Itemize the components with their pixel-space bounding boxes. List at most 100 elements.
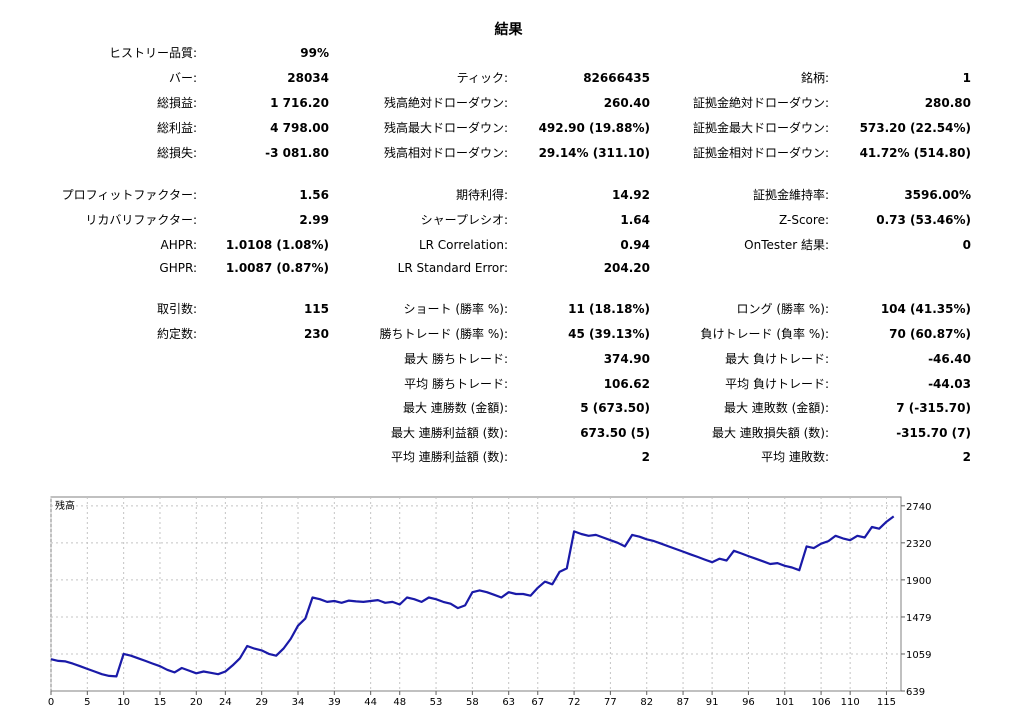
stat-value: 1.0108 (1.08%)	[225, 238, 329, 252]
stat-label: 期待利得:	[455, 188, 508, 202]
stat-label: バー:	[168, 71, 197, 85]
stat-value: 374.90	[603, 352, 650, 366]
stat-value: 14.92	[612, 188, 650, 202]
stat-value: 99%	[300, 46, 329, 60]
stat-label: ロング (勝率 %):	[736, 302, 829, 316]
x-tick-label: 96	[742, 697, 755, 708]
x-tick-label: 15	[154, 697, 167, 708]
x-tick-label: 115	[877, 697, 896, 708]
stat-value: 0	[962, 238, 971, 252]
y-tick-label: 1900	[906, 576, 931, 587]
stat-value: 104 (41.35%)	[880, 302, 971, 316]
stat-label: ショート (勝率 %):	[403, 302, 508, 316]
stat-label: GHPR:	[159, 261, 197, 275]
stat-value: 7 (-315.70)	[896, 401, 971, 415]
stat-label: 取引数:	[156, 302, 197, 316]
stat-label: 勝ちトレード (勝率 %):	[379, 327, 508, 341]
stat-value: 45 (39.13%)	[568, 327, 650, 341]
stat-label: 平均 負けトレード:	[725, 377, 829, 391]
stat-label: 証拠金相対ドローダウン:	[692, 146, 829, 160]
stat-value: 230	[303, 327, 329, 341]
x-tick-label: 110	[841, 697, 860, 708]
x-tick-label: 5	[84, 697, 90, 708]
stat-value: -315.70 (7)	[896, 426, 971, 440]
stat-label: 残高絶対ドローダウン:	[383, 96, 508, 110]
stat-value: 11 (18.18%)	[568, 302, 650, 316]
stat-value: -3 081.80	[265, 146, 329, 160]
stat-label: 最大 勝ちトレード:	[404, 352, 508, 366]
stat-value: 106.62	[603, 377, 650, 391]
stat-label: 総損益:	[156, 96, 197, 110]
stat-value: 41.72% (514.80)	[859, 146, 971, 160]
stat-value: 115	[303, 302, 329, 316]
stat-label: 証拠金維持率:	[752, 188, 829, 202]
stat-label: 平均 勝ちトレード:	[404, 377, 508, 391]
stat-label: 最大 連勝数 (金額):	[402, 401, 508, 415]
x-tick-label: 67	[531, 697, 544, 708]
x-tick-label: 72	[568, 697, 581, 708]
stat-label: 最大 連勝利益額 (数):	[390, 426, 508, 440]
stat-value: 5 (673.50)	[580, 401, 650, 415]
x-tick-label: 10	[117, 697, 130, 708]
stat-value: 29.14% (311.10)	[538, 146, 650, 160]
x-tick-label: 0	[48, 697, 54, 708]
y-tick-label: 639	[906, 687, 925, 698]
stat-value: -44.03	[928, 377, 971, 391]
stat-label: 総利益:	[156, 121, 197, 135]
x-tick-label: 24	[219, 697, 232, 708]
stat-label: Z-Score:	[779, 213, 829, 227]
stat-value: 280.80	[924, 96, 971, 110]
stat-label: 残高最大ドローダウン:	[383, 121, 508, 135]
x-tick-label: 87	[677, 697, 690, 708]
y-tick-label: 2740	[906, 502, 931, 513]
x-tick-label: 101	[775, 697, 794, 708]
stat-value: 2	[962, 450, 971, 464]
stat-value: 28034	[287, 71, 329, 85]
stat-value: 673.50 (5)	[580, 426, 650, 440]
balance-line	[50, 515, 895, 678]
stat-value: 0.94	[620, 238, 650, 252]
stat-value: -46.40	[928, 352, 971, 366]
stat-label: ヒストリー品質:	[108, 46, 197, 60]
balance-chart: 0 5 10 15 20 24 29 34 39 44 48 53 58 63 67 72 77 82 87 91 96…	[48, 496, 931, 708]
stat-value: 260.40	[603, 96, 650, 110]
chart-title: 残高	[55, 499, 75, 512]
x-tick-label: 48	[393, 697, 406, 708]
x-tick-label: 29	[255, 697, 268, 708]
stat-label: OnTester 結果:	[744, 238, 829, 252]
stat-label: 銘柄:	[800, 71, 829, 85]
x-tick-label: 39	[328, 697, 341, 708]
stat-value: 573.20 (22.54%)	[859, 121, 971, 135]
stat-label: シャープレシオ:	[420, 213, 508, 227]
x-tick-label: 63	[502, 697, 515, 708]
stat-label: 最大 連敗損失額 (数):	[711, 426, 829, 440]
stat-label: LR Correlation:	[418, 238, 508, 252]
stat-label: 証拠金最大ドローダウン:	[692, 121, 829, 135]
x-tick-label: 106	[812, 697, 831, 708]
stat-label: 負けトレード (負率 %):	[700, 327, 829, 341]
stat-label: ティック:	[456, 71, 508, 85]
y-tick-label: 1479	[906, 613, 931, 624]
y-tick-label: 2320	[906, 539, 931, 550]
stat-value: 4 798.00	[270, 121, 329, 135]
stat-value: 2.99	[299, 213, 329, 227]
x-tick-label: 91	[706, 697, 719, 708]
x-tick-label: 82	[640, 697, 653, 708]
stat-label: 平均 連勝利益額 (数):	[390, 450, 508, 464]
stat-label: 約定数:	[156, 327, 197, 341]
stat-value: 1.64	[620, 213, 650, 227]
stat-value: 1 716.20	[270, 96, 329, 110]
x-tick-label: 20	[190, 697, 203, 708]
report-title: 結果	[494, 22, 523, 38]
stat-label: リカバリファクター:	[85, 213, 197, 227]
stat-value: 82666435	[583, 71, 650, 85]
stat-label: プロフィットファクター:	[61, 188, 197, 202]
y-tick-label: 1059	[906, 650, 931, 661]
stat-label: 証拠金絶対ドローダウン:	[692, 96, 829, 110]
stat-label: 総損失:	[156, 146, 197, 160]
x-tick-label: 53	[430, 697, 443, 708]
stat-label: 平均 連敗数:	[761, 450, 829, 464]
stat-value: 2	[641, 450, 650, 464]
stat-value: 1	[962, 71, 971, 85]
stat-label: AHPR:	[160, 238, 197, 252]
